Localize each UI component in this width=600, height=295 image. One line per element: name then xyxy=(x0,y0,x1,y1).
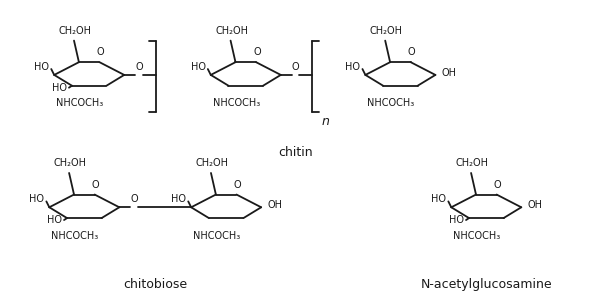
Text: NHCOCH₃: NHCOCH₃ xyxy=(453,231,500,241)
Text: HO: HO xyxy=(346,62,361,72)
Text: OH: OH xyxy=(267,200,282,210)
Text: n: n xyxy=(322,115,330,128)
Text: O: O xyxy=(97,47,104,57)
Text: HO: HO xyxy=(47,215,62,225)
Text: O: O xyxy=(135,62,143,72)
Text: O: O xyxy=(408,47,415,57)
Text: O: O xyxy=(253,47,261,57)
Text: HO: HO xyxy=(29,194,44,204)
Text: O: O xyxy=(92,180,100,190)
Text: HO: HO xyxy=(191,62,206,72)
Text: CH₂OH: CH₂OH xyxy=(196,158,229,168)
Text: CH₂OH: CH₂OH xyxy=(455,158,488,168)
Text: chitobiose: chitobiose xyxy=(123,278,187,291)
Text: OH: OH xyxy=(441,68,456,78)
Text: HO: HO xyxy=(449,215,464,225)
Text: HO: HO xyxy=(34,62,49,72)
Text: NHCOCH₃: NHCOCH₃ xyxy=(56,99,103,109)
Text: CH₂OH: CH₂OH xyxy=(370,26,403,36)
Text: NHCOCH₃: NHCOCH₃ xyxy=(367,99,415,109)
Text: HO: HO xyxy=(431,194,446,204)
Text: O: O xyxy=(494,180,502,190)
Text: CH₂OH: CH₂OH xyxy=(53,158,86,168)
Text: O: O xyxy=(130,194,138,204)
Text: HO: HO xyxy=(171,194,186,204)
Text: O: O xyxy=(233,180,241,190)
Text: N-acetylglucosamine: N-acetylglucosamine xyxy=(421,278,552,291)
Text: O: O xyxy=(292,62,299,72)
Text: NHCOCH₃: NHCOCH₃ xyxy=(51,231,98,241)
Text: NHCOCH₃: NHCOCH₃ xyxy=(193,231,241,241)
Text: HO: HO xyxy=(52,83,67,93)
Text: CH₂OH: CH₂OH xyxy=(215,26,248,36)
Text: CH₂OH: CH₂OH xyxy=(58,26,91,36)
Text: chitin: chitin xyxy=(278,145,313,158)
Text: OH: OH xyxy=(527,200,542,210)
Text: NHCOCH₃: NHCOCH₃ xyxy=(213,99,260,109)
